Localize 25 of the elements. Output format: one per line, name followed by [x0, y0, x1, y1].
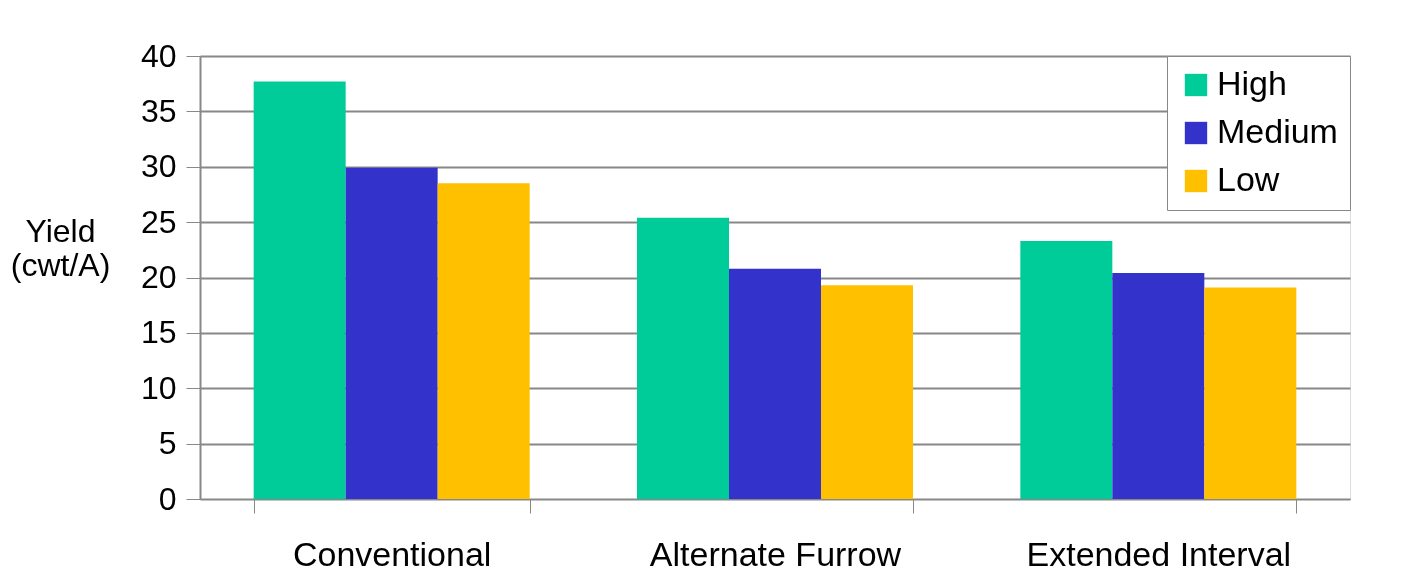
y-tick-label: 40 — [140, 37, 177, 74]
bar — [253, 81, 346, 499]
y-tick-label: 35 — [140, 92, 177, 129]
bar — [1112, 273, 1205, 499]
y-tick-label: 20 — [140, 259, 177, 295]
bar — [729, 268, 821, 499]
y-tick-label: 15 — [140, 314, 177, 351]
bar — [437, 183, 530, 499]
y-tick-label: 10 — [140, 369, 177, 406]
bar — [1204, 287, 1297, 499]
bar — [345, 167, 438, 499]
y-tick-label: 0 — [158, 480, 177, 517]
legend-label: Medium — [1217, 112, 1338, 150]
x-tick-label: Conventional — [292, 534, 492, 573]
y-tick-label: 25 — [140, 203, 177, 240]
y-tick-label: 5 — [158, 425, 177, 462]
y-axis-title: Yield (cwt/A) — [10, 212, 111, 283]
x-tick-label: Alternate Furrow — [649, 534, 902, 573]
bar — [637, 217, 729, 499]
bar — [821, 285, 913, 499]
bar — [1020, 240, 1113, 499]
y-tick-label: 30 — [140, 148, 177, 185]
legend-label: High — [1217, 64, 1287, 102]
x-tick-label: Extended Interval — [1026, 534, 1292, 573]
legend-label: Low — [1217, 160, 1280, 198]
